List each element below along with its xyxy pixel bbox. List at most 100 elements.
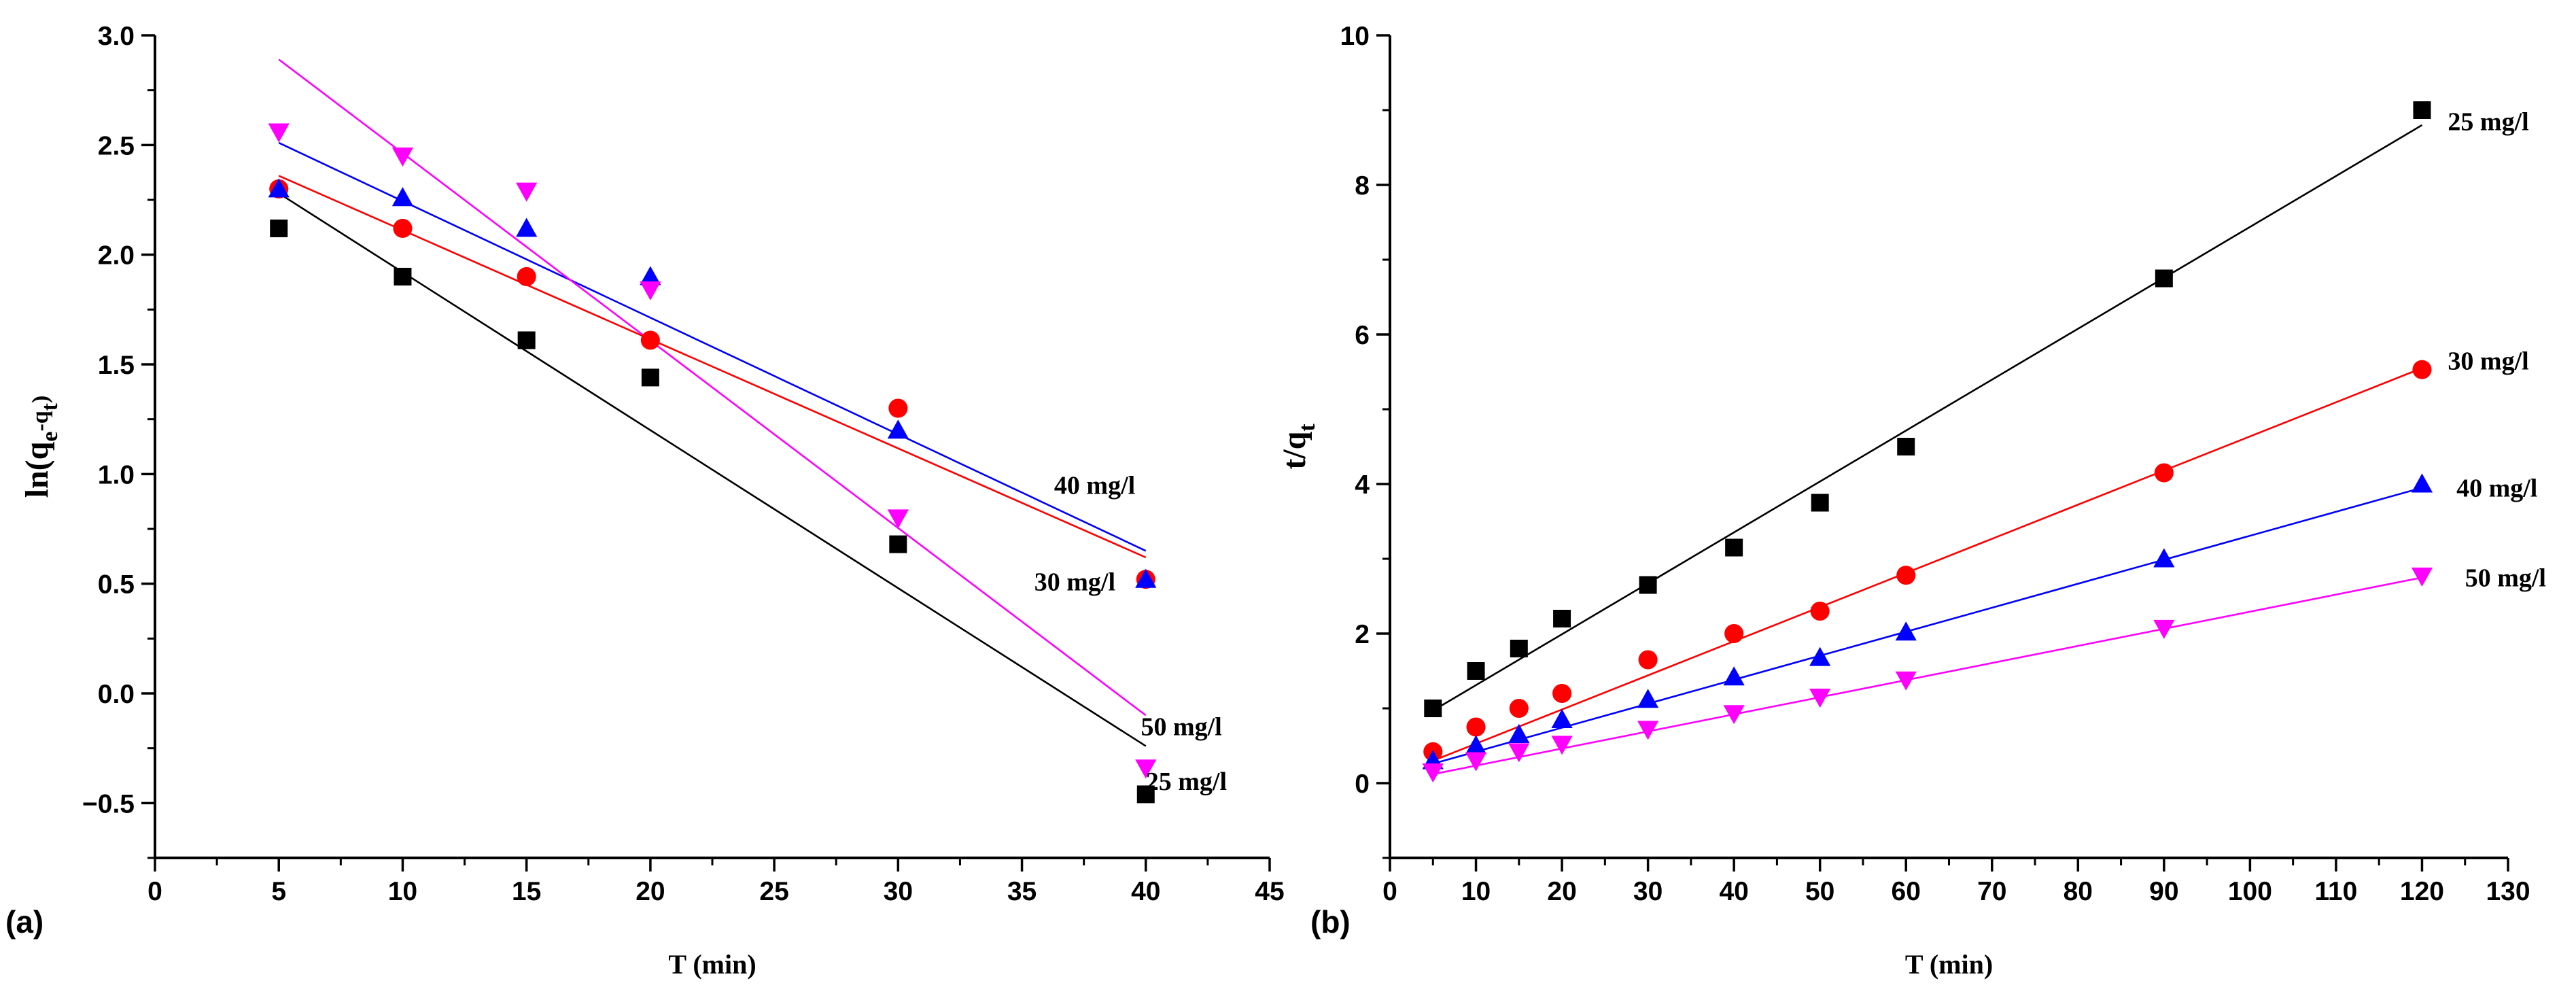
fit-line-30-mg-l xyxy=(1432,367,2422,762)
data-point-triangle-up xyxy=(2153,548,2175,568)
data-point-circle xyxy=(640,330,660,350)
data-point-triangle-up xyxy=(1508,723,1530,743)
y-title-sub: t xyxy=(37,402,63,411)
data-point-triangle-up xyxy=(1135,568,1157,588)
y-tick-label: 6 xyxy=(1355,321,1370,350)
y-tick-label: 1.5 xyxy=(98,351,135,380)
fit-line-50-mg-l xyxy=(1433,576,2422,776)
y-title-sub: e xyxy=(37,432,63,442)
data-point-triangle-down xyxy=(1723,705,1745,725)
data-point-triangle-down xyxy=(1551,736,1573,755)
y-tick-label: 2.5 xyxy=(98,131,135,160)
x-tick-label: 15 xyxy=(512,877,541,906)
y-tick-label: 0.5 xyxy=(98,570,135,600)
data-point-triangle-down xyxy=(1135,759,1157,779)
x-tick-label: 110 xyxy=(2314,877,2357,906)
data-point-square xyxy=(517,331,536,349)
x-tick-label: 70 xyxy=(1977,877,2006,906)
x-tick-label: 10 xyxy=(1461,877,1491,906)
data-point-triangle-up xyxy=(391,187,414,207)
x-tick-label: 5 xyxy=(271,877,286,906)
data-point-triangle-down xyxy=(887,509,909,529)
data-point-triangle-up xyxy=(1809,646,1831,666)
y-axis-title: ln(qe-qt) xyxy=(19,396,63,498)
y-tick-label: 10 xyxy=(1340,22,1370,51)
data-point-triangle-down xyxy=(391,147,414,167)
x-tick-label: 10 xyxy=(388,877,417,906)
fit-line-50-mg-l xyxy=(278,58,1147,717)
x-tick-label: 0 xyxy=(1382,877,1397,906)
chart-panel-b: 0 10 20 30 40 50 60 70 80 90 100 110 120 130 0 2 4 6 8 10 25… xyxy=(1276,22,2546,980)
data-point-square xyxy=(1639,576,1657,594)
x-tick-label: 50 xyxy=(1805,877,1834,906)
x-tick-label: 30 xyxy=(1633,877,1663,906)
fit-line-40-mg-l xyxy=(278,141,1147,552)
x-tick-label: 25 xyxy=(759,877,788,906)
data-point-triangle-down xyxy=(268,123,290,143)
y-tick-label: 3.0 xyxy=(98,22,135,51)
data-point-triangle-down xyxy=(2411,567,2433,587)
series-label: 50 mg/l xyxy=(2465,564,2546,593)
x-tick-label: 45 xyxy=(1255,877,1284,906)
x-tick-label: 0 xyxy=(147,877,162,906)
data-point-triangle-up xyxy=(516,218,538,237)
data-point-triangle-down xyxy=(1508,743,1530,763)
y-title-main: ln(q xyxy=(19,441,55,498)
data-point-square xyxy=(2413,101,2431,119)
data-point-triangle-up xyxy=(1637,689,1659,708)
fit-line-25-mg-l xyxy=(1432,124,2423,712)
x-tick-label: 80 xyxy=(2064,877,2093,906)
data-point-square xyxy=(394,267,412,286)
y-tick-label: 0.0 xyxy=(98,680,135,709)
x-tick-label: 20 xyxy=(636,877,665,906)
y-title-sub: t xyxy=(1295,424,1320,432)
chart-panel-a: 0 5 10 15 20 25 30 35 40 45 −0.5 0.0 0.5 1.0 1.5 2.0 2.5… xyxy=(5,22,1285,980)
data-point-triangle-down xyxy=(1895,671,1917,691)
data-point-square xyxy=(2155,269,2173,288)
data-point-circle xyxy=(2412,360,2432,379)
data-point-square xyxy=(270,219,288,237)
y-tick-label: 0 xyxy=(1355,770,1370,799)
x-tick-label: 40 xyxy=(1719,877,1748,906)
data-point-triangle-up xyxy=(1465,735,1487,755)
data-point-circle xyxy=(1724,623,1744,644)
y-tick-label: −0.5 xyxy=(82,789,135,818)
data-point-circle xyxy=(517,266,536,286)
y-tick-label: 8 xyxy=(1355,171,1370,201)
panel-label: (a) xyxy=(5,904,43,939)
x-tick-label: 20 xyxy=(1547,877,1576,906)
series-label: 25 mg/l xyxy=(2448,108,2528,137)
data-point-triangle-down xyxy=(1422,763,1444,783)
y-tick-label: 2.0 xyxy=(98,241,135,271)
x-tick-label: 100 xyxy=(2228,877,2272,906)
fit-line-25-mg-l xyxy=(278,192,1147,747)
data-point-triangle-up xyxy=(640,266,661,286)
data-point-circle xyxy=(1896,566,1916,585)
data-point-triangle-down xyxy=(640,281,661,300)
data-point-triangle-up xyxy=(1723,666,1745,686)
data-point-circle xyxy=(1638,650,1658,670)
series-label: 40 mg/l xyxy=(1054,471,1135,500)
data-point-triangle-down xyxy=(1465,752,1487,772)
data-point-square xyxy=(1553,610,1571,627)
x-tick-label: 120 xyxy=(2400,877,2444,906)
data-point-square xyxy=(1136,785,1155,804)
data-point-circle xyxy=(1466,717,1486,737)
y-axis-title: t/qt xyxy=(1276,424,1320,470)
data-point-circle xyxy=(2154,463,2174,483)
x-axis-title: T (min) xyxy=(1905,949,1993,980)
data-point-triangle-up xyxy=(1895,621,1917,641)
y-tick-label: 1.0 xyxy=(98,460,135,489)
fit-line-40-mg-l xyxy=(1432,487,2422,765)
data-point-circle xyxy=(1552,683,1572,704)
data-point-circle xyxy=(888,398,908,418)
y-title-main: t/q xyxy=(1276,431,1312,469)
series-label: 40 mg/l xyxy=(2456,475,2537,503)
series-label: 30 mg/l xyxy=(2448,347,2528,376)
data-point-square xyxy=(641,368,659,387)
fit-line-30-mg-l xyxy=(278,175,1147,559)
data-point-triangle-down xyxy=(2153,619,2175,639)
series-label: 30 mg/l xyxy=(1034,568,1115,596)
